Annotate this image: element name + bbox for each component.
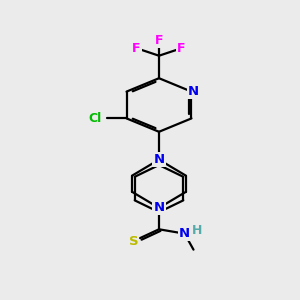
- Text: Cl: Cl: [88, 112, 102, 125]
- Text: N: N: [179, 227, 190, 240]
- Text: F: F: [132, 42, 141, 55]
- Text: F: F: [177, 42, 186, 55]
- Text: F: F: [155, 34, 163, 47]
- Text: N: N: [188, 85, 199, 98]
- Text: S: S: [129, 235, 138, 248]
- Text: N: N: [153, 153, 165, 166]
- Text: H: H: [192, 224, 202, 237]
- Text: N: N: [153, 201, 165, 214]
